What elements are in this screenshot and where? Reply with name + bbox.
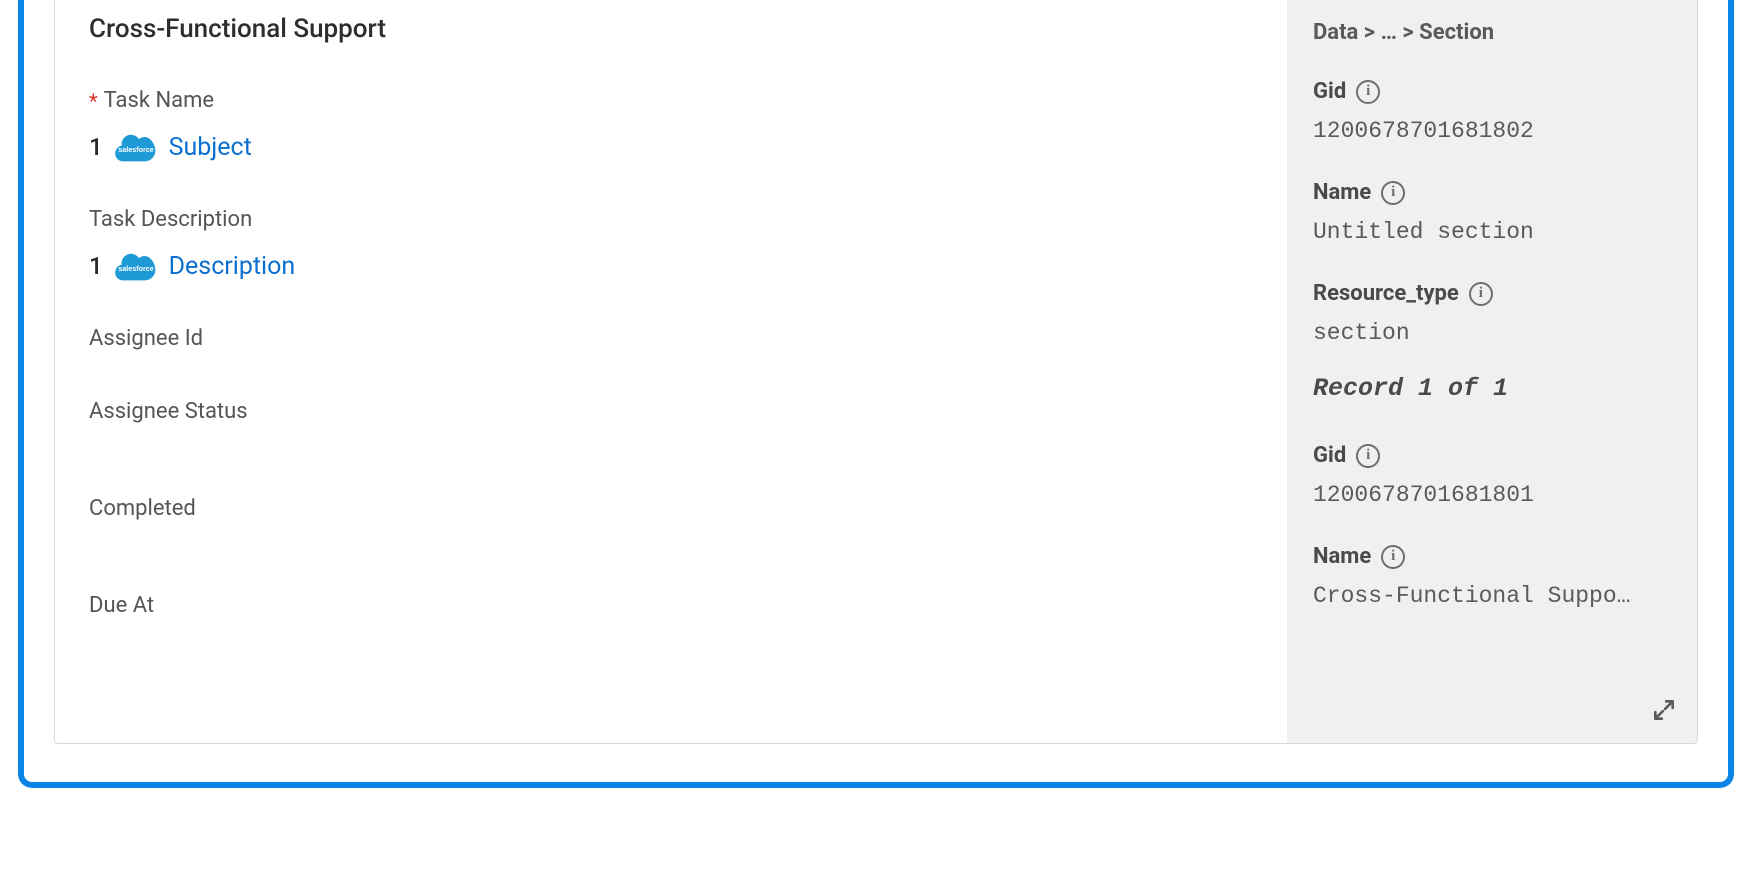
expand-button[interactable] [1649, 695, 1679, 725]
field-label-task-name: * Task Name [89, 88, 1253, 113]
breadcrumb[interactable]: Data > … > Section [1313, 20, 1671, 45]
data-inspector-pane: Data > … > Section Gid i 120067870168180… [1287, 0, 1697, 743]
info-icon[interactable]: i [1469, 282, 1493, 306]
value-index: 1 [89, 133, 103, 161]
svg-text:salesforce: salesforce [118, 265, 154, 273]
field-assignee-status: Assignee Status [89, 399, 1253, 424]
field-completed: Completed [89, 496, 1253, 521]
field-value-task-description[interactable]: 1 salesforce Description [89, 250, 1253, 282]
meta-label: Name [1313, 180, 1371, 205]
field-assignee-id: Assignee Id [89, 326, 1253, 351]
field-label-text: Task Description [89, 207, 252, 232]
field-label-text: Assignee Status [89, 399, 248, 424]
expand-icon [1651, 697, 1677, 723]
meta-value-gid-1: 1200678701681802 [1313, 118, 1671, 144]
meta-value-name-2: Cross-Functional Suppo… [1313, 583, 1671, 609]
meta-label: Name [1313, 544, 1371, 569]
meta-value-name-1: Untitled section [1313, 219, 1671, 245]
meta-value-resource-type: section [1313, 320, 1671, 346]
record-counter: Record 1 of 1 [1313, 374, 1671, 403]
field-label-text: Completed [89, 496, 196, 521]
meta-label: Gid [1313, 443, 1346, 468]
form-pane: Cross-Functional Support * Task Name 1 s… [55, 0, 1287, 743]
field-label-text: Due At [89, 593, 154, 618]
info-icon[interactable]: i [1356, 80, 1380, 104]
field-label-assignee-status: Assignee Status [89, 399, 1253, 424]
field-task-name: * Task Name 1 salesforce Subject [89, 88, 1253, 163]
meta-label: Gid [1313, 79, 1346, 104]
value-index: 1 [89, 252, 103, 280]
field-label-completed: Completed [89, 496, 1253, 521]
svg-text:salesforce: salesforce [118, 146, 154, 154]
field-link-subject[interactable]: Subject [169, 133, 252, 162]
info-icon[interactable]: i [1356, 444, 1380, 468]
meta-row-gid-2: Gid i [1313, 443, 1671, 468]
meta-row-name-2: Name i [1313, 544, 1671, 569]
field-label-assignee-id: Assignee Id [89, 326, 1253, 351]
field-label-text: Assignee Id [89, 326, 203, 351]
section-title: Cross-Functional Support [89, 14, 1253, 44]
salesforce-icon: salesforce [113, 250, 159, 282]
main-card-frame: Cross-Functional Support * Task Name 1 s… [18, 0, 1734, 788]
required-star: * [89, 89, 98, 113]
meta-row-gid-1: Gid i [1313, 79, 1671, 104]
meta-row-name-1: Name i [1313, 180, 1671, 205]
salesforce-icon: salesforce [113, 131, 159, 163]
field-label-due-at: Due At [89, 593, 1253, 618]
meta-row-resource-type: Resource_type i [1313, 281, 1671, 306]
field-value-task-name[interactable]: 1 salesforce Subject [89, 131, 1253, 163]
meta-label: Resource_type [1313, 281, 1459, 306]
meta-value-gid-2: 1200678701681801 [1313, 482, 1671, 508]
field-due-at: Due At [89, 593, 1253, 618]
field-label-task-description: Task Description [89, 207, 1253, 232]
field-label-text: Task Name [104, 88, 214, 113]
field-link-description[interactable]: Description [169, 252, 296, 281]
field-task-description: Task Description 1 salesforce Descriptio… [89, 207, 1253, 282]
info-icon[interactable]: i [1381, 545, 1405, 569]
info-icon[interactable]: i [1381, 181, 1405, 205]
inner-card: Cross-Functional Support * Task Name 1 s… [54, 0, 1698, 744]
